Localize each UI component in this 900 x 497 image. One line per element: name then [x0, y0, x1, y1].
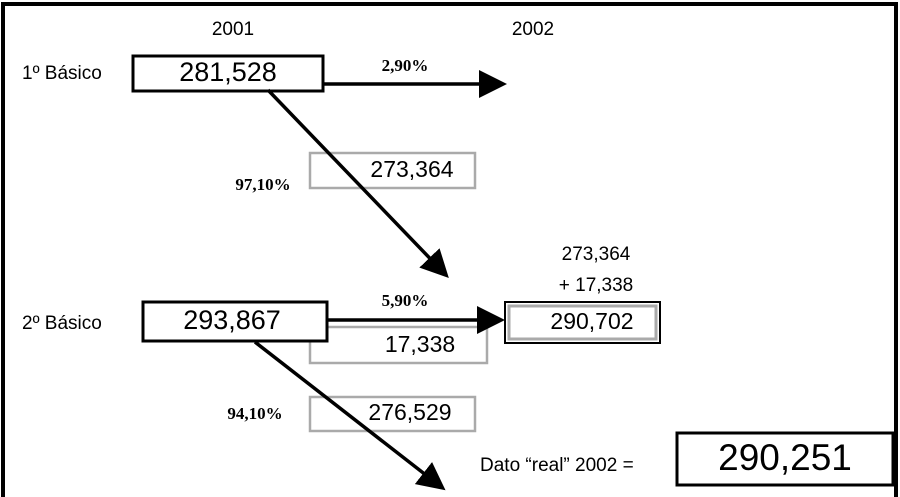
real-label: Dato “real” 2002 = — [480, 455, 634, 476]
value: 276,529 — [368, 399, 451, 425]
result-box-inner — [507, 304, 658, 341]
year-header: 2002 — [512, 19, 554, 40]
row-label: 2º Básico — [22, 313, 102, 334]
result-box — [504, 301, 661, 344]
value-box — [131, 54, 325, 93]
value: 17,338 — [385, 331, 455, 357]
percent: 94,10% — [227, 404, 282, 423]
arrow — [266, 88, 449, 279]
percent: 2,90% — [382, 56, 429, 75]
value: 290,702 — [550, 308, 633, 334]
gray-box — [308, 325, 489, 365]
percent: 5,90% — [382, 291, 429, 310]
value: 293,867 — [183, 305, 281, 335]
sum-line: + 17,338 — [559, 275, 634, 296]
gray-box — [308, 151, 477, 190]
arrow — [253, 340, 446, 491]
sum-line: 273,364 — [562, 244, 631, 265]
value: 290,251 — [718, 437, 852, 478]
gray-box — [308, 395, 477, 433]
year-header: 2001 — [212, 19, 254, 40]
real-box — [675, 431, 895, 487]
row-label: 1º Básico — [22, 63, 102, 84]
value: 281,528 — [179, 57, 277, 87]
value: 273,364 — [370, 156, 453, 182]
percent: 97,10% — [235, 175, 290, 194]
